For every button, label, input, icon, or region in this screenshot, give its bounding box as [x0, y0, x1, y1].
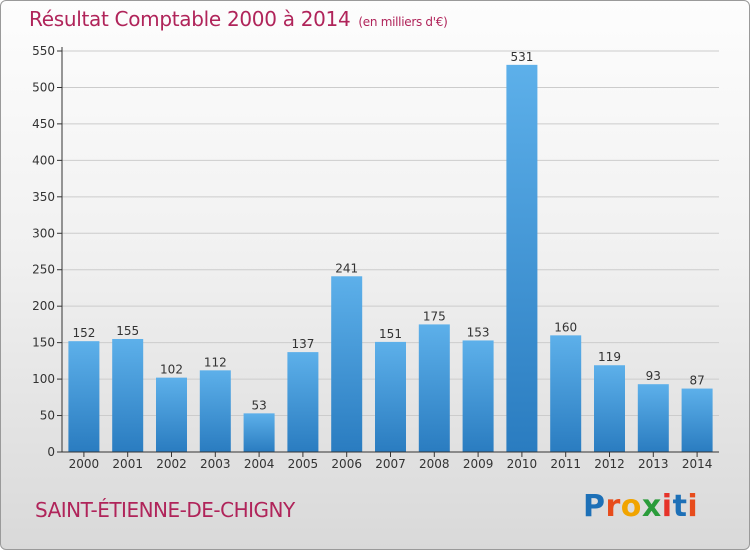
bar-2009 [462, 340, 494, 452]
bar-2010 [506, 64, 538, 452]
logo-letter: P [583, 489, 606, 524]
chart-title-text: Résultat Comptable 2000 à 2014 [29, 7, 351, 31]
bar-2000 [68, 341, 100, 452]
logo-letter: r [605, 489, 621, 524]
y-tick-label: 0 [47, 445, 55, 459]
data-label: 93 [646, 369, 661, 383]
data-label: 151 [379, 327, 402, 341]
data-label: 102 [160, 363, 183, 377]
x-tick-label: 2008 [419, 457, 450, 471]
axes: 0 50 100 150 200 250 300 350 400 450 500 550 2000 200… [32, 44, 719, 471]
x-tick-label: 2005 [288, 457, 319, 471]
data-label: 241 [335, 261, 358, 275]
x-tick-label: 2001 [112, 457, 143, 471]
data-label: 152 [72, 326, 95, 340]
data-label: 87 [689, 374, 704, 388]
data-label: 112 [204, 355, 227, 369]
y-tick-label: 500 [32, 80, 55, 94]
bar-2008 [418, 324, 450, 452]
bar-2001 [112, 338, 144, 452]
x-tick-label: 2011 [550, 457, 581, 471]
logo-letter: i [687, 489, 699, 524]
location-name: SAINT-ÉTIENNE-DE-CHIGNY [35, 498, 295, 522]
bar-2002 [156, 377, 187, 452]
data-label: 155 [116, 324, 139, 338]
data-label: 53 [251, 398, 266, 412]
x-tick-label: 2007 [375, 457, 406, 471]
y-tick-label: 450 [32, 117, 55, 131]
bar-2003 [199, 370, 231, 452]
bar-2014 [681, 388, 713, 452]
bar-2004 [243, 413, 275, 452]
y-tick-label: 100 [32, 372, 55, 386]
logo-letter: o [620, 489, 642, 524]
proxiti-logo[interactable]: Proxiti [583, 489, 698, 524]
x-tick-label: 2013 [638, 457, 669, 471]
y-tick-label: 400 [32, 153, 55, 167]
data-label: 531 [510, 50, 533, 64]
x-tick-label: 2002 [156, 457, 187, 471]
data-label: 153 [467, 325, 490, 339]
data-label: 119 [598, 350, 621, 364]
x-tick-label: 2009 [463, 457, 494, 471]
logo-letter: x [641, 489, 662, 524]
x-tick-label: 2006 [331, 457, 362, 471]
y-tick-label: 550 [32, 44, 55, 58]
logo-letter: t [672, 489, 688, 524]
y-tick-label: 350 [32, 190, 55, 204]
bar-2012 [594, 365, 625, 452]
x-tick-label: 2000 [69, 457, 100, 471]
chart-title: Résultat Comptable 2000 à 2014 (en millie… [29, 7, 448, 31]
bars: 152 155 102 112 53 137 241 151 175 153 531 160 119 93… [68, 50, 713, 452]
y-tick-label: 250 [32, 263, 55, 277]
bar-2006 [331, 276, 363, 452]
y-tick-label: 50 [40, 409, 55, 423]
x-tick-label: 2010 [507, 457, 538, 471]
x-tick-label: 2004 [244, 457, 275, 471]
data-label: 137 [291, 337, 314, 351]
bar-2011 [550, 335, 582, 452]
data-label: 175 [423, 309, 446, 323]
y-tick-label: 150 [32, 336, 55, 350]
x-tick-label: 2012 [594, 457, 625, 471]
chart-unit: (en milliers d'€) [358, 15, 448, 29]
y-tick-label: 300 [32, 226, 55, 240]
bar-2005 [287, 352, 319, 452]
x-tick-label: 2014 [682, 457, 713, 471]
logo-letter: i [661, 489, 673, 524]
bar-2007 [375, 341, 406, 452]
bar-2013 [637, 384, 669, 452]
y-tick-label: 200 [32, 299, 55, 313]
bar-chart: 152 155 102 112 53 137 241 151 175 153 531 160 119 93… [32, 44, 719, 471]
x-tick-label: 2003 [200, 457, 231, 471]
data-label: 160 [554, 320, 577, 334]
